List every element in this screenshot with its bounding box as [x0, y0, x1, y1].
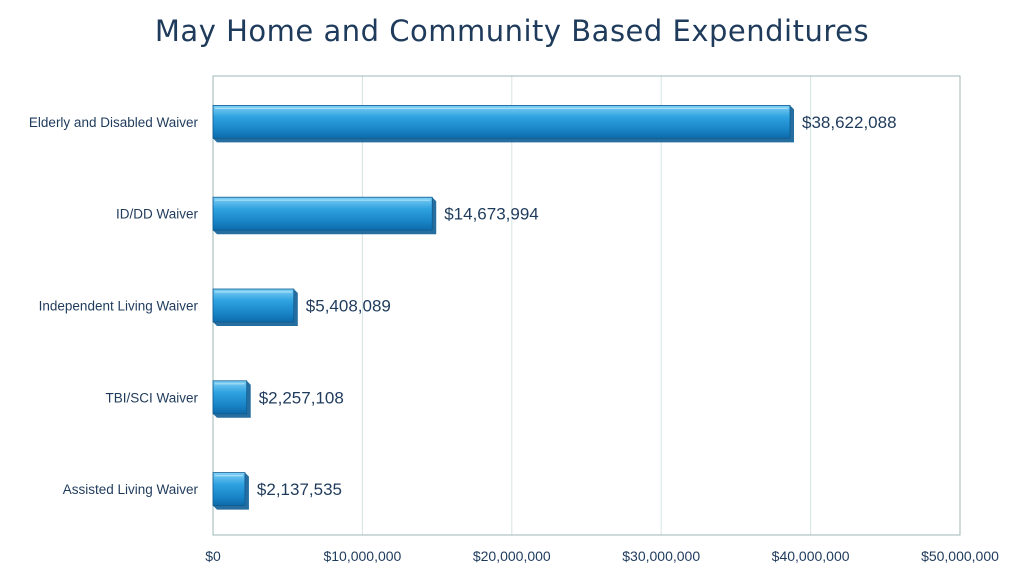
data-label: $2,137,535 — [257, 480, 342, 499]
category-label: TBI/SCI Waiver — [105, 390, 198, 405]
bar-face — [212, 380, 248, 415]
bar — [212, 380, 251, 418]
data-label: $38,622,088 — [802, 113, 897, 132]
category-label: Assisted Living Waiver — [63, 482, 199, 497]
grid-layer — [212, 75, 961, 536]
category-label: ID/DD Waiver — [116, 207, 199, 222]
x-tick-label: $20,000,000 — [473, 548, 551, 564]
x-tick-label: $50,000,000 — [921, 548, 999, 564]
bar — [212, 288, 298, 326]
bar-face — [212, 196, 433, 231]
bar — [212, 196, 437, 235]
bar-layer — [212, 105, 795, 510]
bar-face — [212, 472, 246, 507]
bar — [212, 472, 249, 510]
label-layer: $0 $10,000,000 $20,000,000 $30,000,000 $40,0… — [29, 113, 999, 564]
x-tick-label: $30,000,000 — [622, 548, 700, 564]
category-label: Elderly and Disabled Waiver — [29, 115, 199, 130]
data-label: $2,257,108 — [259, 388, 344, 407]
bar-face — [212, 288, 295, 323]
bar-face — [212, 105, 791, 139]
data-label: $14,673,994 — [444, 205, 539, 224]
category-label: Independent Living Waiver — [39, 299, 199, 314]
data-label: $5,408,089 — [306, 297, 391, 316]
x-tick-label: $10,000,000 — [323, 548, 401, 564]
x-tick-label: $40,000,000 — [772, 548, 850, 564]
chart-title: May Home and Community Based Expenditure… — [154, 14, 870, 48]
bar — [212, 105, 795, 143]
x-tick-label: $0 — [205, 548, 221, 564]
